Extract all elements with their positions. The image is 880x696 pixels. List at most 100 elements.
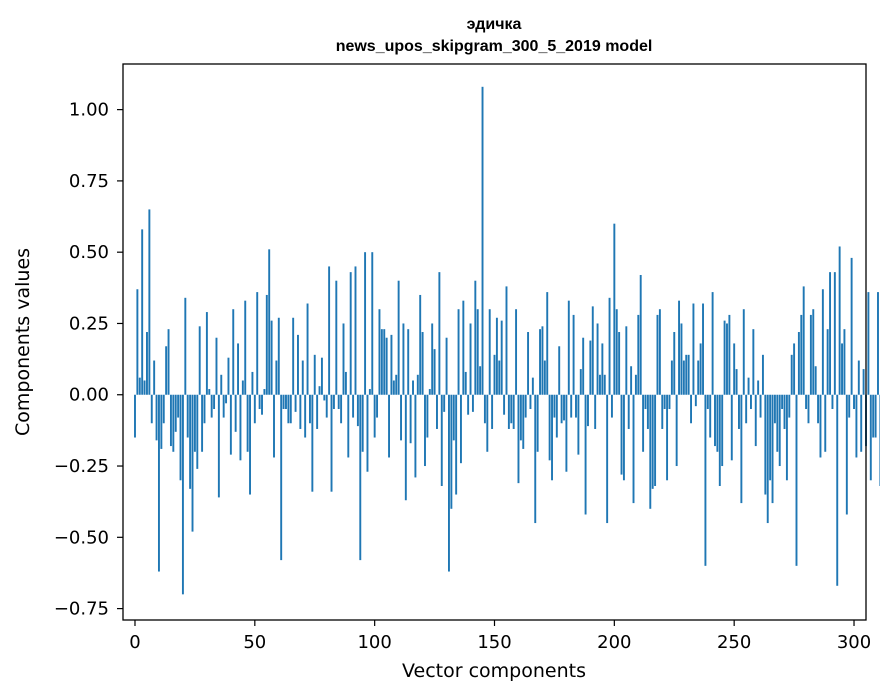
y-tick-label: 0.00 [69, 385, 109, 406]
bar [733, 343, 736, 395]
bar [656, 314, 659, 395]
bar [258, 394, 261, 410]
bar [575, 394, 577, 418]
bar [172, 394, 175, 452]
bar [237, 343, 240, 395]
bar [805, 394, 808, 410]
bar [563, 394, 565, 421]
bar [368, 389, 371, 395]
bar [661, 394, 664, 429]
bar [428, 389, 431, 395]
bar [558, 346, 561, 395]
bar [599, 374, 601, 395]
bar [292, 317, 295, 395]
bar [299, 394, 302, 429]
bar [376, 394, 379, 418]
x-tick-label: 150 [477, 632, 511, 653]
bar [340, 394, 343, 424]
bar [603, 374, 606, 395]
bar [433, 349, 436, 395]
bar [754, 394, 757, 447]
bar [361, 394, 364, 452]
bar [855, 394, 858, 458]
plot-area-frame [122, 63, 867, 621]
bar [196, 394, 199, 469]
bar [217, 394, 220, 498]
bar [505, 286, 508, 395]
bar [726, 323, 728, 395]
bar [747, 377, 750, 395]
y-tick-label: 0.25 [69, 313, 109, 334]
bar [687, 354, 690, 395]
bar [742, 309, 745, 395]
bar [253, 394, 256, 424]
bar [771, 394, 774, 504]
bar [627, 394, 630, 429]
bar [273, 394, 275, 458]
bar [541, 326, 544, 395]
bar [469, 323, 472, 395]
bar [620, 394, 623, 475]
bar [519, 394, 522, 441]
bar [534, 394, 537, 524]
bar [289, 394, 292, 424]
bar [191, 394, 194, 532]
bar [143, 380, 146, 395]
bar [356, 394, 359, 427]
x-tick-label: 300 [837, 632, 871, 653]
bar [709, 394, 712, 438]
bar [651, 394, 654, 489]
bar [440, 394, 443, 486]
bar [821, 289, 824, 395]
bar [809, 314, 812, 395]
bar [330, 394, 333, 492]
bar [392, 380, 395, 395]
bar [589, 340, 592, 395]
bar [181, 394, 184, 595]
bar [527, 332, 530, 395]
bar [646, 394, 649, 429]
bar [138, 377, 141, 395]
bar [320, 357, 323, 395]
bar [850, 257, 853, 395]
bar [157, 394, 160, 572]
bar [553, 394, 556, 418]
bar [714, 394, 716, 447]
bar [232, 309, 235, 395]
bar [280, 394, 283, 561]
bar [277, 317, 280, 395]
bar [857, 360, 860, 395]
bar [445, 337, 448, 395]
bar [246, 394, 249, 452]
bar [572, 314, 575, 395]
bar [874, 394, 877, 438]
bar [666, 394, 669, 481]
bar [294, 394, 297, 412]
bar [606, 394, 609, 524]
bar [702, 303, 704, 395]
bar [179, 394, 182, 481]
x-tick-label: 200 [597, 632, 631, 653]
bar [872, 394, 875, 438]
bar [560, 394, 563, 424]
bar [390, 334, 393, 395]
bar [594, 394, 597, 429]
bar [838, 246, 841, 395]
bar [678, 300, 681, 395]
bar [201, 394, 204, 452]
bar [507, 394, 510, 429]
bar [354, 266, 357, 395]
bar [380, 329, 383, 395]
bar [222, 394, 225, 418]
bar [205, 312, 208, 395]
bar [579, 369, 582, 395]
bar [740, 394, 743, 504]
bar [488, 309, 491, 395]
bar [479, 366, 482, 395]
x-tick-label: 250 [717, 632, 751, 653]
bar [769, 394, 772, 481]
bar [761, 354, 764, 395]
bar [318, 386, 321, 395]
bar [474, 280, 477, 395]
bars-group [134, 86, 880, 595]
